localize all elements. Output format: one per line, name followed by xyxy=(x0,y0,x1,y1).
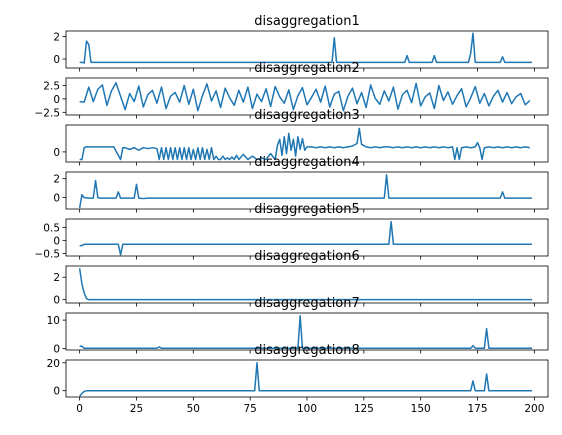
y-tick-label: 2 xyxy=(53,174,60,186)
y-tick-label: −0.5 xyxy=(35,248,61,260)
x-tick-label: 125 xyxy=(354,403,374,415)
y-tick-label: 2.5 xyxy=(43,81,60,93)
y-tick-label: 10 xyxy=(47,315,60,327)
series-line xyxy=(78,174,533,209)
subplot-title: disaggregation6 xyxy=(254,249,360,264)
series-line xyxy=(79,220,533,256)
y-tick-label: 0 xyxy=(53,147,60,159)
subplot-title: disaggregation8 xyxy=(254,343,360,358)
x-tick-label: 50 xyxy=(187,403,200,415)
series-line xyxy=(79,127,530,161)
subplot-7: 0 10 disaggregation7 xyxy=(47,296,549,356)
x-tick-label: 200 xyxy=(524,403,544,415)
subplot-4: 0 2 disaggregation4 xyxy=(53,155,549,213)
y-tick-label: 0.5 xyxy=(43,222,60,234)
series-line xyxy=(79,315,533,350)
series-line xyxy=(78,268,533,301)
y-tick-label: 0 xyxy=(53,235,60,247)
subplot-title: disaggregation3 xyxy=(254,108,360,123)
y-tick-label: 0 xyxy=(53,295,60,307)
subplot-title: disaggregation2 xyxy=(254,61,360,76)
y-tick-label: 0 xyxy=(53,54,60,66)
subplot-2: −2.502.5 disaggregation2 xyxy=(35,61,549,119)
y-tick-label: 0 xyxy=(53,193,60,205)
y-tick-label: 2 xyxy=(53,272,60,284)
x-tick-label: 75 xyxy=(243,403,256,415)
y-tick-label: 20 xyxy=(47,358,60,370)
y-tick-label: 2 xyxy=(53,32,60,44)
subplot-title: disaggregation7 xyxy=(254,296,360,311)
series-line xyxy=(79,82,531,112)
subplot-1: 0 2 disaggregation1 xyxy=(53,14,549,72)
x-tick-label: 175 xyxy=(467,403,487,415)
y-tick-label: 0 xyxy=(53,94,60,106)
x-tick-label: 25 xyxy=(130,403,143,415)
x-tick-label: 0 xyxy=(76,403,83,415)
x-tick-label: 100 xyxy=(297,403,317,415)
y-tick-label: 0 xyxy=(53,386,60,398)
series-line xyxy=(79,32,533,64)
subplot-title: disaggregation5 xyxy=(254,202,360,217)
subplot-5: −0.500.5 disaggregation5 xyxy=(35,202,549,260)
y-tick-label: 0 xyxy=(53,344,60,356)
subplot-6: 0 2 disaggregation6 xyxy=(53,249,549,307)
subplot-grid: 02disaggregation1−2.502.5disaggregation2… xyxy=(35,14,549,415)
x-tick-label: 150 xyxy=(411,403,431,415)
subplot-title: disaggregation4 xyxy=(254,155,360,170)
series-line xyxy=(79,362,533,397)
y-tick-label: −2.5 xyxy=(35,107,61,119)
subplot-3: 0 disaggregation3 xyxy=(53,108,549,166)
subplot-title: disaggregation1 xyxy=(254,14,360,29)
